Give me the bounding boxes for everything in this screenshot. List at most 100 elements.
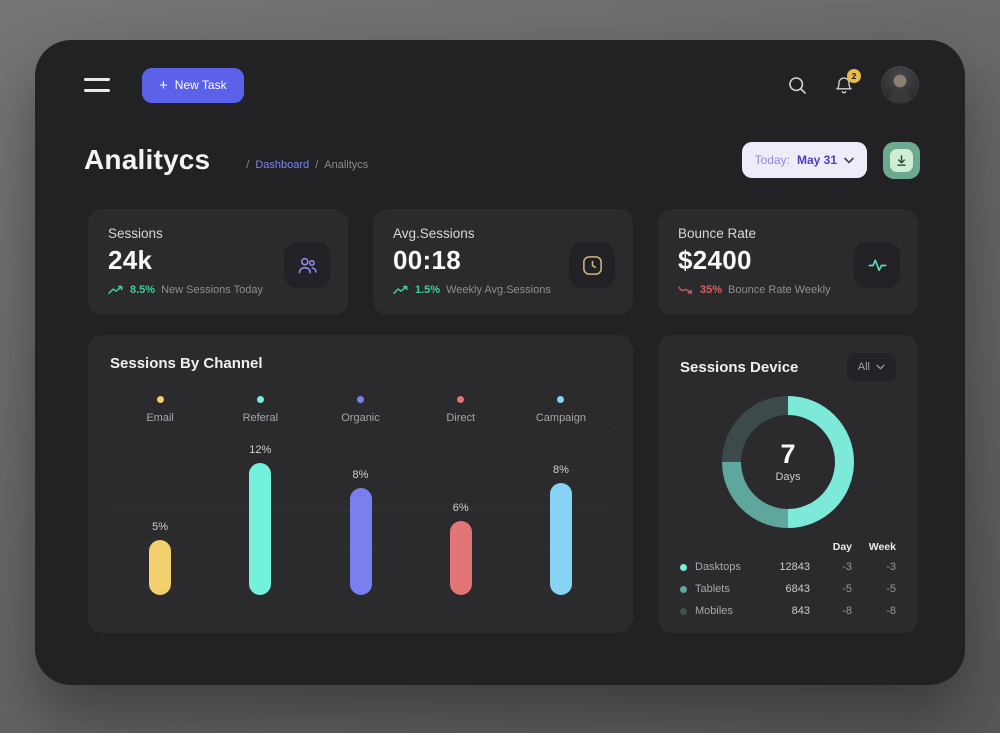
stat-label: Avg.Sessions — [393, 226, 475, 241]
device-name: Tablets — [695, 583, 730, 595]
legend-dot-icon — [557, 396, 565, 403]
breadcrumb-separator: / — [315, 159, 319, 171]
device-dot-icon — [680, 585, 687, 593]
stat-label: Sessions — [108, 226, 163, 241]
new-task-button[interactable]: + New Task — [142, 67, 244, 103]
sessions-device-panel: Sessions Device All 7 Days Day Week — [658, 335, 918, 633]
legend-dot-icon — [357, 396, 364, 403]
legend-dot-icon — [156, 396, 164, 403]
device-week-change: -8 — [886, 605, 896, 617]
device-day-change: -3 — [842, 561, 852, 573]
panels-row: Sessions By Channel Email Referal Organic D… — [88, 335, 918, 633]
stat-note: New Sessions Today — [161, 284, 263, 296]
chevron-down-icon — [876, 364, 885, 370]
stat-card-bounce-rate: Bounce Rate $2400 35% Bounce Rate Weekly — [658, 209, 918, 315]
legend-label: Direct — [446, 412, 476, 424]
stat-value: $2400 — [678, 245, 752, 275]
stat-change: 35% — [700, 284, 723, 296]
device-filter-value: All — [857, 361, 870, 373]
bar-direct — [449, 521, 472, 595]
legend-item-referal: Referal — [210, 396, 310, 424]
device-dot-icon — [680, 607, 687, 615]
legend-label: Campaign — [535, 412, 586, 424]
device-col-day: Day — [832, 541, 852, 553]
legend-label: Referal — [242, 412, 279, 424]
device-value: 12843 — [779, 561, 810, 573]
date-filter-prefix: Today: — [754, 153, 790, 167]
device-row-mobiles: Mobiles 843 -8 -8 — [680, 600, 896, 622]
bar-organic — [349, 488, 372, 595]
device-panel-title: Sessions Device — [680, 358, 799, 376]
topbar-actions: 2 — [788, 66, 919, 104]
stat-value: 00:18 — [393, 245, 461, 275]
bar-referal — [249, 463, 272, 595]
legend-item-campaign: Campaign — [511, 396, 611, 424]
device-day-change: -8 — [842, 605, 852, 617]
legend-dot-icon — [457, 396, 465, 403]
legend-label: Organic — [341, 412, 380, 424]
bar-column-campaign: 8% — [511, 430, 611, 626]
device-col-week: Week — [868, 541, 896, 553]
sessions-by-channel-panel: Sessions By Channel Email Referal Organic D… — [88, 335, 633, 633]
stat-cards-row: Sessions 24k 8.5% New Sessions Today Avg… — [88, 209, 918, 315]
stat-card-avg-sessions: Avg.Sessions 00:18 1.5% Weekly Avg.Sessi… — [373, 209, 633, 315]
device-week-change: -5 — [886, 583, 896, 595]
bell-icon[interactable]: 2 — [834, 68, 861, 96]
bar-value-label: 6% — [452, 502, 469, 514]
bar-email — [149, 540, 172, 595]
device-day-change: -5 — [842, 583, 852, 595]
trend-up-icon — [393, 285, 408, 294]
user-avatar[interactable] — [881, 66, 919, 104]
topbar: + New Task 2 — [84, 66, 919, 104]
download-icon — [890, 148, 913, 172]
stat-label: Bounce Rate — [678, 226, 757, 241]
stat-footnote: 35% Bounce Rate Weekly — [678, 284, 898, 296]
stat-note: Weekly Avg.Sessions — [446, 284, 551, 296]
device-value: 6843 — [785, 583, 810, 595]
donut-center-label: Days — [775, 471, 801, 483]
date-filter-value: May 31 — [796, 153, 837, 167]
date-filter-dropdown[interactable]: Today: May 31 — [741, 142, 867, 178]
device-value: 843 — [791, 605, 810, 617]
legend-dot-icon — [256, 396, 264, 403]
device-table: Day Week Dasktops 12843 -3 -3 Tablets 6843 -5 -… — [680, 538, 896, 622]
device-table-header: Day Week — [680, 538, 896, 556]
channel-bar-chart: 5% 12% 8% 6% 8% — [110, 430, 611, 626]
new-task-label: New Task — [174, 78, 227, 92]
stat-footnote: 1.5% Weekly Avg.Sessions — [393, 284, 613, 296]
breadcrumb-separator: / — [246, 159, 250, 171]
breadcrumb-dashboard-link[interactable]: Dashboard — [255, 159, 310, 171]
activity-icon — [854, 242, 900, 288]
stat-change: 8.5% — [130, 284, 156, 296]
chevron-down-icon — [844, 157, 854, 164]
channel-panel-title: Sessions By Channel — [110, 355, 263, 372]
bar-value-label: 5% — [152, 521, 169, 533]
search-icon[interactable] — [788, 76, 807, 95]
stat-note: Bounce Rate Weekly — [728, 284, 831, 296]
hamburger-menu-icon[interactable] — [84, 78, 110, 92]
page-title: Analitycs — [84, 144, 211, 175]
export-button[interactable] — [883, 141, 920, 179]
bar-column-email: 5% — [110, 430, 210, 626]
bar-column-referal: 12% — [210, 430, 310, 626]
bar-value-label: 8% — [552, 464, 569, 476]
stat-value: 24k — [108, 245, 153, 275]
bar-value-label: 8% — [352, 469, 369, 481]
stat-card-sessions: Sessions 24k 8.5% New Sessions Today — [88, 209, 348, 315]
donut-center-value: 7 — [780, 439, 796, 469]
device-row-tablets: Tablets 6843 -5 -5 — [680, 578, 896, 600]
bar-column-direct: 6% — [411, 430, 511, 626]
device-donut-chart: 7 Days — [722, 396, 854, 528]
legend-item-email: Email — [110, 396, 210, 424]
bar-value-label: 12% — [249, 444, 272, 456]
trend-up-icon — [108, 285, 123, 294]
device-dot-icon — [680, 563, 687, 571]
device-filter-dropdown[interactable]: All — [846, 353, 896, 381]
plus-icon: + — [159, 76, 168, 94]
header-actions: Today: May 31 — [741, 141, 920, 179]
legend-item-organic: Organic — [310, 396, 410, 424]
legend-item-direct: Direct — [411, 396, 511, 424]
device-panel-header: Sessions Device All — [680, 353, 896, 381]
device-week-change: -3 — [886, 561, 896, 573]
notification-badge: 2 — [847, 68, 861, 83]
